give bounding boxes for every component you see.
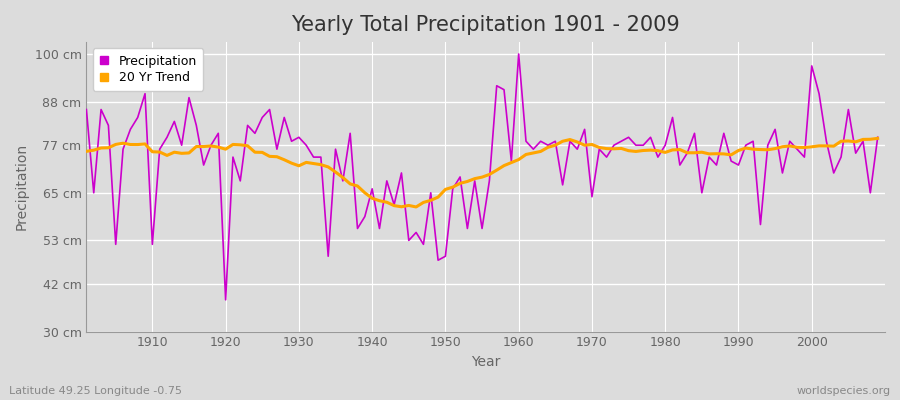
Text: worldspecies.org: worldspecies.org [796,386,891,396]
X-axis label: Year: Year [471,355,500,369]
Y-axis label: Precipitation: Precipitation [15,143,29,230]
Title: Yearly Total Precipitation 1901 - 2009: Yearly Total Precipitation 1901 - 2009 [292,15,680,35]
Legend: Precipitation, 20 Yr Trend: Precipitation, 20 Yr Trend [93,48,203,91]
Text: Latitude 49.25 Longitude -0.75: Latitude 49.25 Longitude -0.75 [9,386,182,396]
